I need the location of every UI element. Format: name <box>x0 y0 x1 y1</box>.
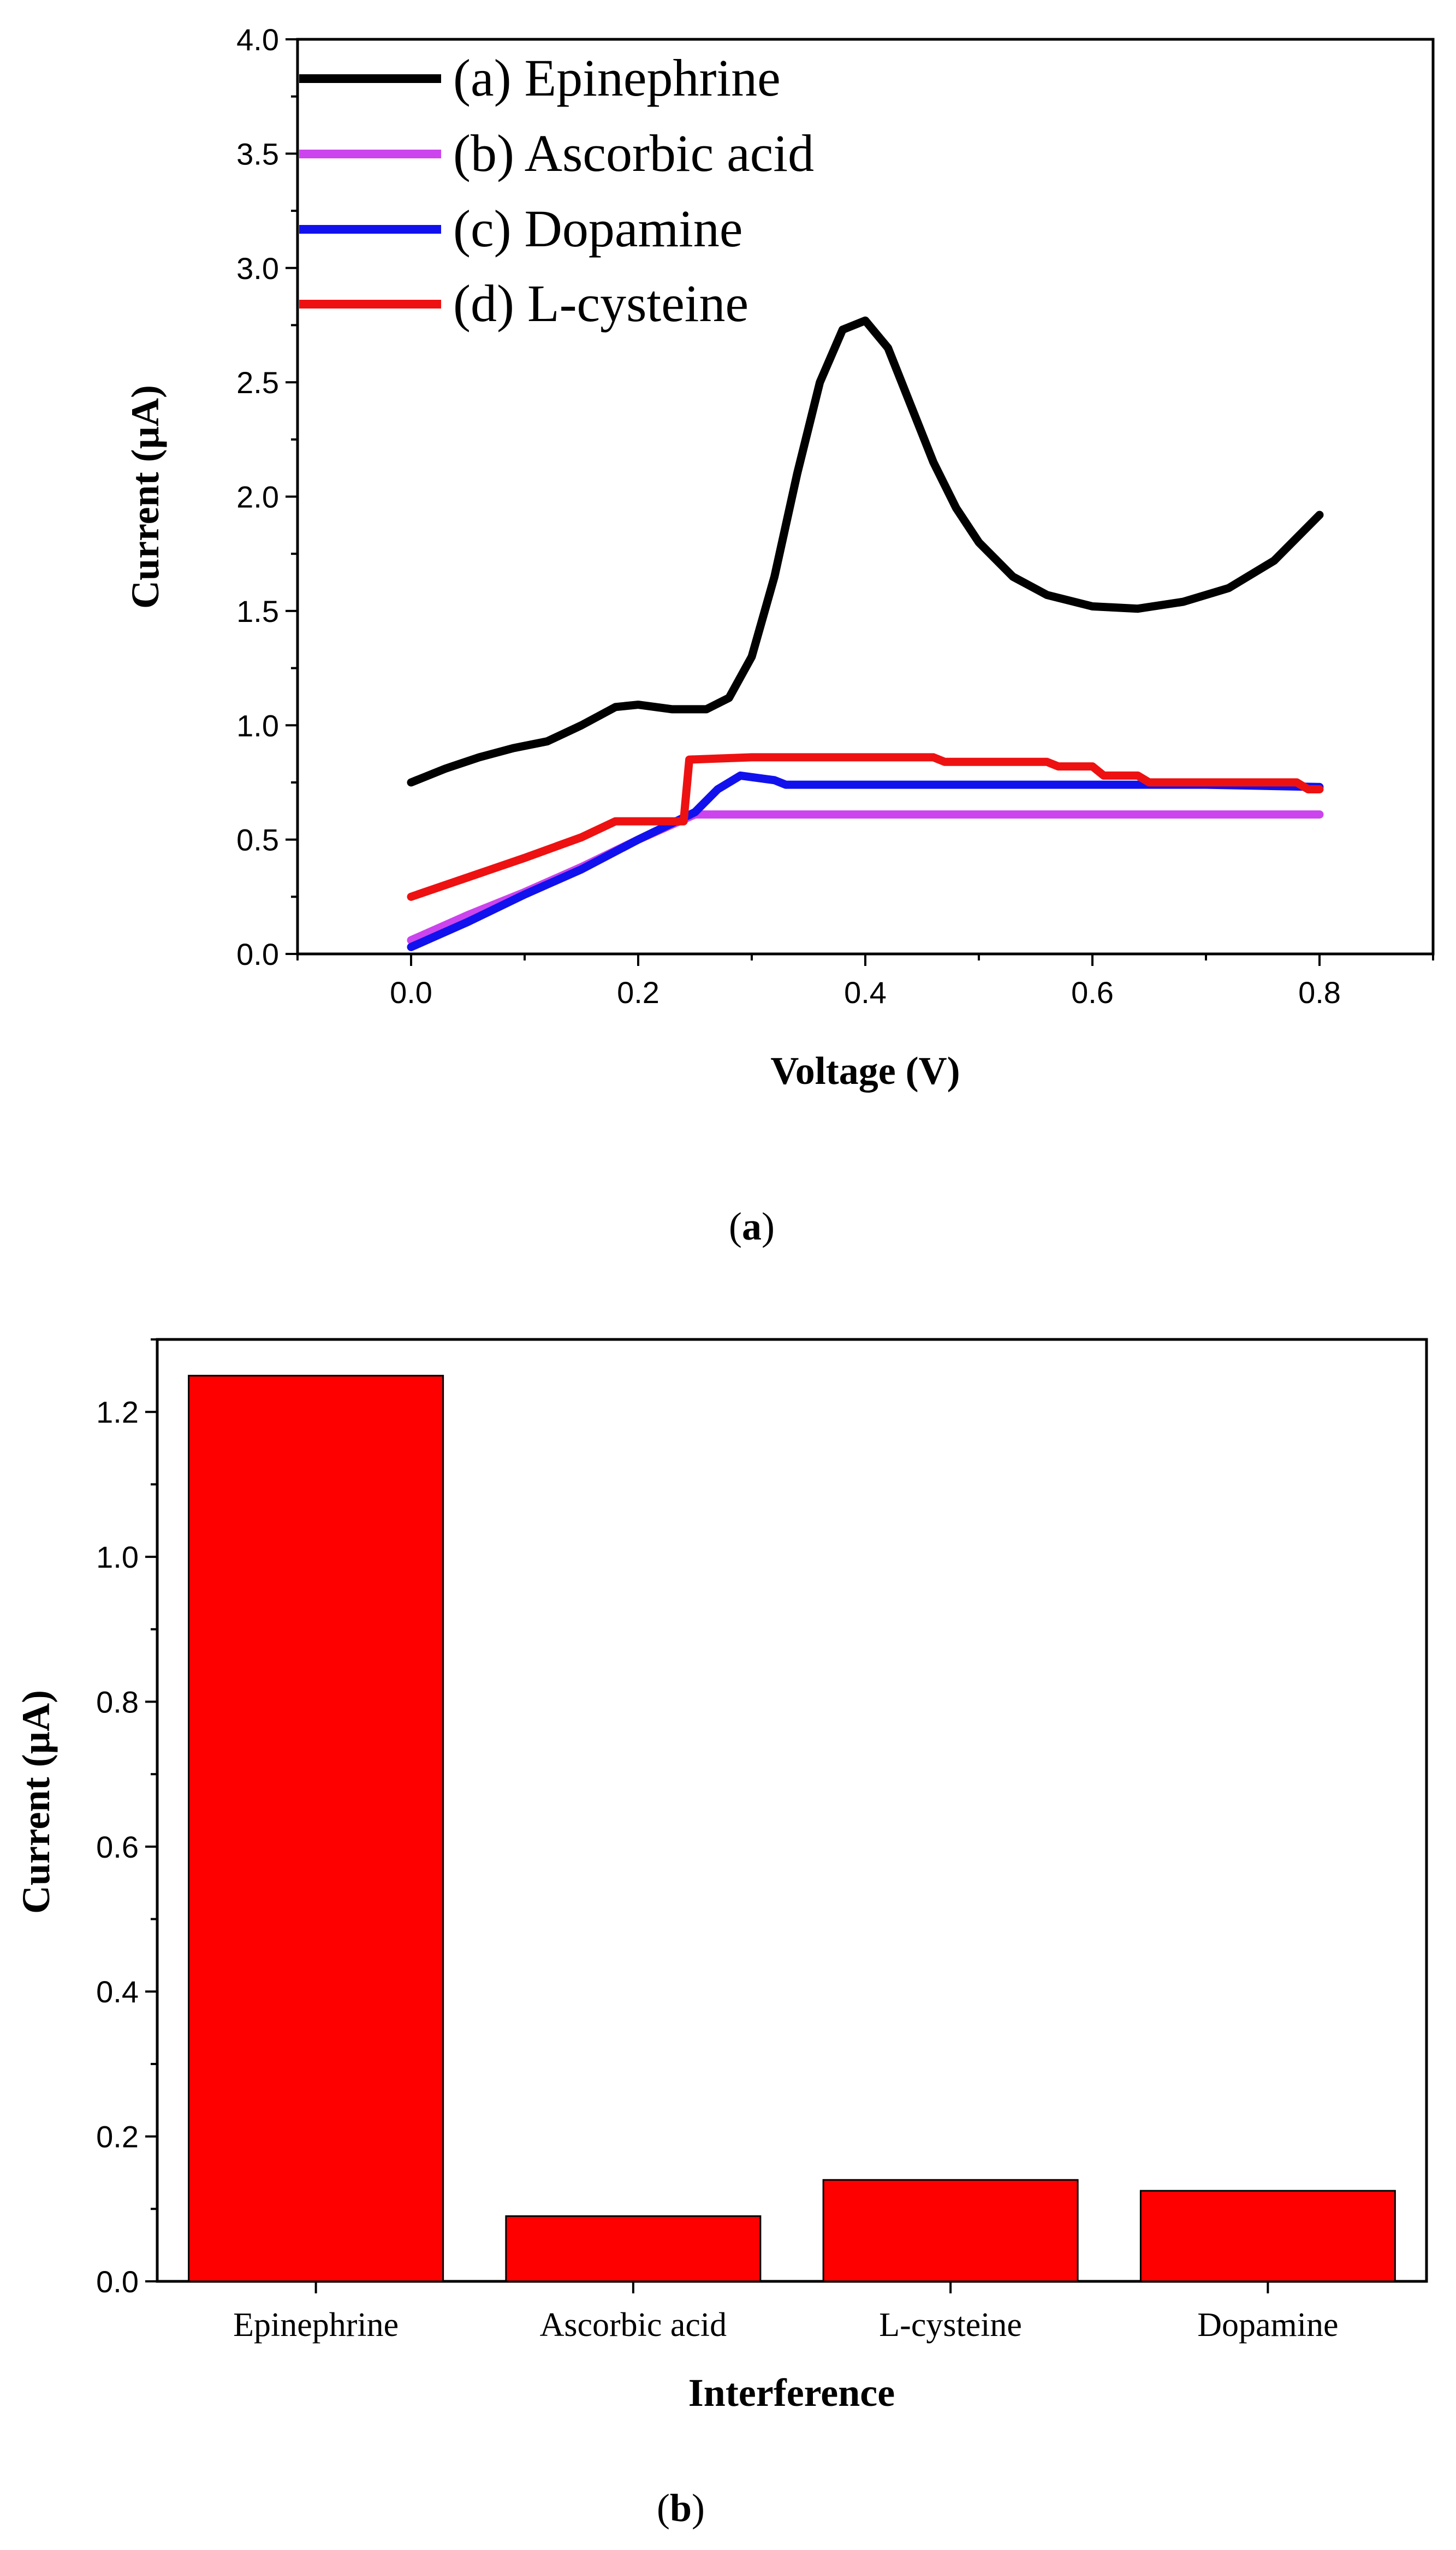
legend-label-ascorbic-acid: (b) Ascorbic acid <box>453 124 814 182</box>
panel-a-x-tick-label: 0.0 <box>390 975 432 1010</box>
panel-a-y-tick-label: 0.5 <box>236 823 279 857</box>
panel-a-y-tick-label: 2.5 <box>236 365 279 400</box>
panel-a-y-tick-label: 3.5 <box>236 137 279 171</box>
panel-b-y-tick-label: 0.2 <box>96 2120 139 2154</box>
legend-label-l-cysteine: (d) L-cysteine <box>453 274 748 333</box>
panel-b-plot-frame <box>156 1338 1428 2283</box>
panel-b-y-axis-title: Current (µA) <box>14 1690 58 1914</box>
series-line-b-ascorbic-acid <box>407 810 1324 945</box>
panel-b-y-ticks: 0.0 0.2 0.4 0.6 0.8 1.0 1.2 <box>96 1338 157 2299</box>
panel-b-bars <box>188 1374 1396 2282</box>
bar-l-cysteine <box>822 2179 1079 2282</box>
panel-a-y-axis-title: Current (µA) <box>123 385 167 609</box>
bar-epinephrine <box>188 1374 444 2282</box>
panel-b-bar-chart: 0.0 0.2 0.4 0.6 0.8 1.0 1.2 Epinephrine Ascorbi… <box>14 1338 1428 2530</box>
bar-dopamine <box>1139 2190 1396 2282</box>
panel-a-y-ticks: 0.0 0.5 1.0 1.5 2.0 2.5 3.0 3.5 4.0 <box>236 22 298 971</box>
panel-b-caption: (b) <box>657 2486 705 2530</box>
panel-a-y-tick-label: 4.0 <box>236 22 279 57</box>
panel-a-x-tick-label: 0.4 <box>844 975 887 1010</box>
panel-b-caption-letter: b <box>670 2486 692 2530</box>
panel-b-caption-open: ( <box>657 2486 670 2530</box>
panel-b-x-axis-title: Interference <box>688 2371 895 2415</box>
series-line-d-l-cysteine <box>407 753 1324 901</box>
panel-b-y-tick-label: 0.8 <box>96 1685 139 1719</box>
panel-b-caption-close: ) <box>692 2486 705 2530</box>
panel-a-y-tick-label: 2.0 <box>236 480 279 514</box>
category-label-epinephrine: Epinephrine <box>233 2306 399 2344</box>
panel-a-y-tick-label: 1.5 <box>236 594 279 628</box>
panel-b-y-tick-label: 1.0 <box>96 1540 139 1574</box>
panel-a-x-tick-label: 0.2 <box>617 975 659 1010</box>
panel-a-x-tick-label: 0.6 <box>1071 975 1114 1010</box>
panel-a-caption-letter: a <box>742 1205 762 1248</box>
panel-a-x-ticks: 0.0 0.2 0.4 0.6 0.8 <box>296 954 1434 1010</box>
series-line-a-epinephrine <box>407 316 1324 787</box>
category-label-l-cysteine: L-cysteine <box>879 2306 1022 2344</box>
panel-a-y-tick-label: 3.0 <box>236 251 279 286</box>
panel-b-y-tick-label: 0.6 <box>96 1830 139 1864</box>
category-label-dopamine: Dopamine <box>1197 2306 1338 2344</box>
panel-a-caption-open: ( <box>729 1205 742 1248</box>
category-label-ascorbic-acid: Ascorbic acid <box>540 2306 727 2344</box>
panel-b-y-tick-label: 1.2 <box>96 1395 139 1430</box>
panel-a-legend: (a) Epinephrine (b) Ascorbic acid (c) Do… <box>299 49 814 333</box>
panel-a-line-chart: 0.0 0.5 1.0 1.5 2.0 2.5 3.0 3.5 4.0 0.0 0.2 0.4 0.6… <box>123 22 1435 1248</box>
panel-a-y-tick-label: 1.0 <box>236 708 279 743</box>
panel-b-y-tick-label: 0.4 <box>96 1974 139 2009</box>
panel-b-category-labels: Epinephrine Ascorbic acid L-cysteine Dopami… <box>233 2281 1339 2344</box>
legend-label-dopamine: (c) Dopamine <box>453 199 742 258</box>
legend-label-epinephrine: (a) Epinephrine <box>453 49 781 107</box>
panel-a-caption-close: ) <box>762 1205 775 1248</box>
panel-a-caption: (a) <box>729 1205 775 1248</box>
panel-b-y-tick-label: 0.0 <box>96 2264 139 2299</box>
panel-a-series <box>407 316 1324 951</box>
panel-a-x-tick-label: 0.8 <box>1298 975 1341 1010</box>
bar-ascorbic-acid <box>505 2215 762 2282</box>
panel-a-x-axis-title: Voltage (V) <box>770 1049 960 1093</box>
panel-a-y-tick-label: 0.0 <box>236 937 279 971</box>
series-line-c-dopamine <box>407 771 1324 951</box>
